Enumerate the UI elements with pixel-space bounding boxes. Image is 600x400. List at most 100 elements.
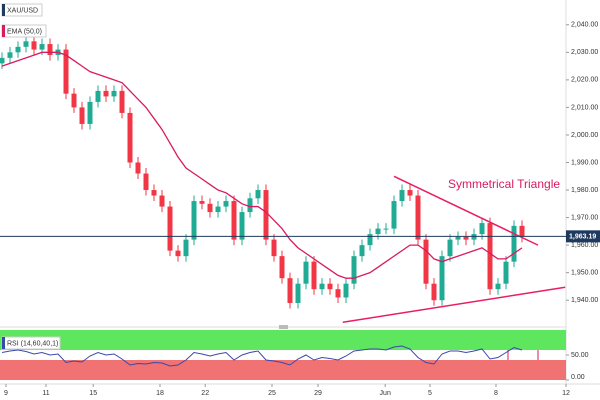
annotation: Symmetrical Triangle: [448, 177, 560, 191]
candle-body: [351, 256, 357, 284]
x-tick-label: 12: [562, 390, 570, 397]
candle-body: [503, 261, 509, 284]
y-tick-label: 1,940.00: [571, 297, 598, 304]
y-tick-label: 2,040.00: [571, 22, 598, 29]
candle-body: [479, 223, 485, 235]
candle-body: [415, 195, 421, 240]
candle-body: [47, 44, 53, 56]
x-tick-label: 29: [314, 390, 322, 397]
candle-body: [519, 225, 525, 237]
y-tick-label: 2,010.00: [571, 104, 598, 111]
y-tick-label: 1,950.00: [571, 270, 598, 277]
candle-body: [447, 239, 453, 257]
candle-body: [439, 256, 445, 301]
x-tick-label: 9: [4, 390, 8, 397]
y-tick-label: 2,030.00: [571, 49, 598, 56]
x-tick-label: 5: [428, 390, 432, 397]
candle-body: [15, 46, 21, 53]
candle-body: [471, 234, 477, 240]
candle-body: [463, 236, 469, 240]
candle-body: [207, 203, 213, 213]
candle-body: [311, 261, 317, 290]
candle-body: [199, 201, 205, 204]
candle-body: [135, 162, 141, 174]
candle-body: [111, 90, 117, 97]
y-tick-label: 1,960.00: [571, 242, 598, 249]
candle-body: [71, 93, 77, 108]
candle-body: [151, 190, 157, 196]
lower-band: [0, 360, 566, 380]
candle-body: [87, 101, 93, 124]
candle-body: [407, 190, 413, 196]
rsi-line: [1, 345, 523, 367]
candle-body: [431, 283, 437, 301]
candle-body: [127, 112, 133, 163]
pane-handle: [279, 325, 288, 329]
candle-body: [295, 283, 301, 303]
candle-body: [423, 239, 429, 284]
price-label: 1,963.19: [569, 234, 596, 241]
x-tick-label: Jun: [380, 390, 391, 397]
trendline: [393, 175, 539, 246]
candle-body: [95, 90, 101, 102]
y-tick-label: 1,990.00: [571, 159, 598, 166]
candle-body: [511, 225, 517, 262]
candle-body: [247, 198, 253, 213]
candle-body: [239, 212, 245, 240]
ema-line: [1, 51, 523, 279]
candle-body: [79, 107, 85, 124]
candle-body: [103, 90, 109, 97]
candle-body: [175, 250, 181, 257]
y-tick-label: 1,970.00: [571, 214, 598, 221]
candle-body: [263, 190, 269, 240]
candle-body: [327, 283, 333, 290]
y-tick-label: 0.00: [571, 374, 585, 381]
candle-body: [63, 49, 69, 94]
chart-title: XAU/USD: [7, 7, 38, 14]
candle-body: [487, 223, 493, 290]
rsi-title: RSI (14,60,40,1): [7, 340, 58, 347]
candle-body: [0, 57, 5, 64]
x-tick-label: 25: [268, 390, 276, 397]
symbol-swatch: [2, 4, 5, 16]
candle-body: [455, 236, 461, 240]
candle-body: [303, 261, 309, 284]
legend-label: EMA (50,0): [7, 28, 42, 35]
y-tick-label: 1,980.00: [571, 187, 598, 194]
candle-body: [287, 278, 293, 303]
candle-body: [215, 206, 221, 213]
x-tick-label: 22: [201, 390, 209, 397]
candle-body: [159, 195, 165, 207]
rsi-title-swatch: [2, 337, 5, 349]
x-tick-label: 15: [89, 390, 97, 397]
candle-body: [359, 245, 365, 257]
candle-body: [191, 201, 197, 240]
candle-body: [375, 228, 381, 235]
candle-body: [343, 283, 349, 298]
candle-body: [223, 201, 229, 207]
candle-body: [255, 190, 261, 199]
candle-body: [39, 44, 45, 50]
candle-body: [183, 239, 189, 257]
candle-body: [31, 41, 37, 50]
y-tick-label: 2,000.00: [571, 132, 598, 139]
x-tick-label: 18: [156, 390, 164, 397]
trendline: [342, 286, 566, 323]
candle-body: [7, 52, 13, 58]
candle-body: [391, 201, 397, 229]
candle-body: [23, 41, 29, 47]
candle-body: [335, 289, 341, 298]
candle-body: [319, 283, 325, 290]
x-tick-label: 11: [42, 390, 49, 397]
candle-body: [143, 173, 149, 191]
candle-body: [119, 90, 125, 113]
upper-band: [0, 330, 566, 350]
candle-body: [271, 239, 277, 257]
y-tick-label: 2,020.00: [571, 77, 598, 84]
candle-body: [367, 234, 373, 246]
legend-swatch: [2, 25, 5, 37]
candle-body: [383, 228, 389, 230]
x-tick-label: 8: [494, 390, 498, 397]
price-label-box: [566, 230, 600, 243]
